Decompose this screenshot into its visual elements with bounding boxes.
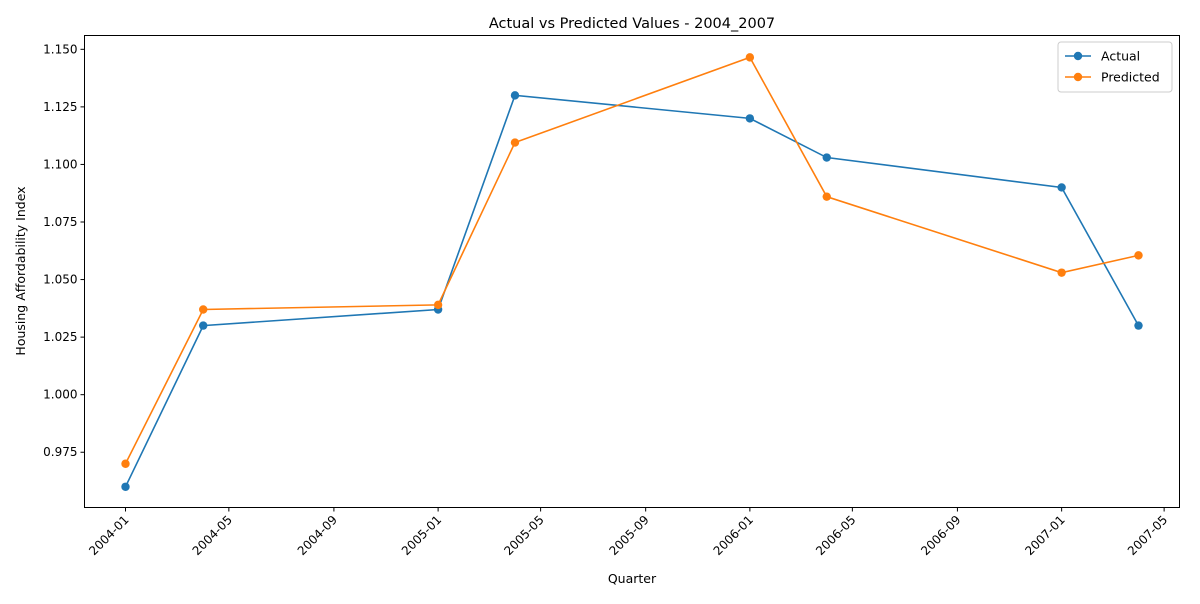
data-point-predicted [822, 192, 831, 201]
legend-marker-actual [1073, 51, 1083, 61]
x-tick-label: 2006-09 [918, 513, 963, 558]
data-point-actual [822, 153, 831, 162]
series-line-predicted [124, 56, 1139, 465]
y-tick-label: 1.100 [43, 157, 77, 171]
data-point-actual [1134, 321, 1143, 330]
x-tick-label: 2004-05 [190, 513, 235, 558]
y-tick-label: 1.075 [43, 215, 77, 229]
x-tick-label: 2006-05 [813, 513, 858, 558]
data-point-predicted [1134, 251, 1143, 260]
x-tick-label: 2004-09 [295, 513, 340, 558]
data-point-predicted [1057, 268, 1066, 277]
data-point-predicted [199, 305, 208, 314]
series-line-actual [124, 94, 1140, 488]
x-tick-label: 2005-05 [501, 513, 546, 558]
data-point-predicted [121, 459, 130, 468]
x-axis-label: Quarter [608, 571, 657, 586]
axis-ticks: 0.975 1.000 1.025 1.050 1.075 1.100 1.125 1.150… [43, 42, 1170, 558]
legend-label-predicted: Predicted [1101, 70, 1160, 85]
y-tick-label: 1.150 [43, 42, 77, 56]
data-point-actual [199, 321, 208, 330]
x-tick-label: 2006-01 [711, 513, 756, 558]
legend-label-actual: Actual [1101, 49, 1140, 64]
y-tick-label: 0.975 [43, 445, 77, 459]
y-tick-label: 1.125 [43, 100, 77, 114]
x-tick-label: 2007-05 [1125, 513, 1170, 558]
data-point-predicted [745, 53, 755, 62]
data-point-predicted [510, 138, 520, 147]
plot-frame [84, 35, 1180, 508]
y-axis-label: Housing Affordability Index [13, 186, 28, 355]
y-tick-label: 1.000 [43, 388, 77, 402]
data-point-actual [745, 114, 755, 123]
data-point-actual [510, 91, 520, 100]
data-point-predicted [433, 300, 443, 310]
y-tick-label: 1.025 [43, 330, 77, 344]
x-tick-label: 2007-01 [1022, 513, 1067, 558]
data-point-actual [1057, 183, 1066, 192]
series-layer [121, 53, 1143, 491]
legend: Actual Predicted [1057, 41, 1173, 93]
data-point-actual [121, 482, 130, 491]
y-tick-label: 1.050 [43, 273, 77, 287]
legend-box [1057, 41, 1173, 93]
legend-marker-predicted [1073, 72, 1083, 82]
chart-title: Actual vs Predicted Values - 2004_2007 [489, 16, 775, 32]
x-tick-label: 2004-01 [86, 513, 131, 558]
x-tick-label: 2005-09 [606, 513, 651, 558]
x-tick-label: 2005-01 [399, 513, 444, 558]
